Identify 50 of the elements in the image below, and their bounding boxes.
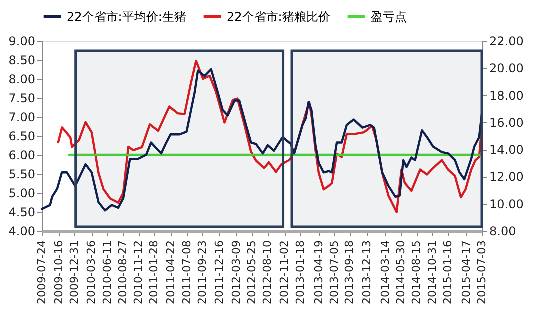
x-tick-label: 2012-11-02 xyxy=(278,240,292,304)
y-tick-label: 9.00 xyxy=(8,34,36,48)
x-tick-label: 2013-09-18 xyxy=(343,240,356,304)
y-tick-label: 4.00 xyxy=(8,224,36,238)
y2-tick-label: 14.00 xyxy=(490,143,524,158)
x-tick-label: 2015-01-16 xyxy=(441,240,454,304)
x-tick-label: 2012-05-25 xyxy=(246,240,259,304)
y-tick-label: 8.00 xyxy=(8,72,36,86)
y2-tick-label: 8.00 xyxy=(490,224,516,238)
x-tick-label: 2009-10-16 xyxy=(52,240,66,304)
x-tick-label: 2012-08-10 xyxy=(261,240,274,304)
legend-label: 盈亏点 xyxy=(371,10,407,24)
legend-label: 22个省市:平均价:生猪 xyxy=(67,10,186,24)
x-tick-label: 2010-06-11 xyxy=(100,240,114,304)
x-tick-label: 2011-04-22 xyxy=(164,240,178,304)
y2-tick-label: 10.00 xyxy=(490,197,524,212)
y-tick-label: 7.50 xyxy=(8,92,36,106)
x-tick-label: 2015-04-17 xyxy=(460,240,473,304)
y-tick-label: 4.50 xyxy=(8,206,36,220)
y2-tick-label: 12.00 xyxy=(490,170,524,184)
x-tick-label: 2010-03-26 xyxy=(85,240,98,304)
x-tick-label: 2014-10-31 xyxy=(426,240,439,304)
y2-tick-label: 18.00 xyxy=(490,88,524,103)
y-tick-label: 6.00 xyxy=(8,148,36,162)
y-tick-label: 8.50 xyxy=(8,54,36,68)
y2-tick-label: 20.00 xyxy=(490,62,524,76)
x-tick-label: 2009-07-24 xyxy=(36,240,48,304)
x-tick-label: 2012-03-09 xyxy=(230,240,243,304)
y-tick-label: 6.50 xyxy=(8,130,36,144)
y-tick-label: 7.00 xyxy=(8,110,36,124)
x-tick-label: 2014-05-30 xyxy=(394,240,408,304)
legend-label: 22个省市:猪粮比价 xyxy=(227,10,330,24)
x-tick-label: 2014-03-14 xyxy=(378,240,392,304)
x-tick-label: 2014-08-15 xyxy=(410,240,424,304)
x-tick-label: 2013-12-13 xyxy=(360,240,374,304)
x-tick-label: 2011-07-08 xyxy=(180,240,194,304)
x-tick-label: 2013-01-18 xyxy=(294,240,307,304)
y-tick-label: 5.00 xyxy=(8,186,36,200)
y2-tick-label: 16.00 xyxy=(490,116,524,130)
x-tick-label: 2009-12-31 xyxy=(68,240,81,304)
y2-tick-label: 22.00 xyxy=(490,34,524,48)
y-tick-label: 5.50 xyxy=(8,168,36,182)
x-tick-label: 2011-12-16 xyxy=(212,240,226,304)
x-tick-label: 2013-04-19 xyxy=(312,240,326,304)
x-tick-label: 2015-07-03 xyxy=(476,240,488,304)
x-tick-label: 2010-08-27 xyxy=(116,240,130,304)
x-tick-label: 2013-07-05 xyxy=(328,240,341,304)
x-tick-label: 2010-11-12 xyxy=(132,240,146,304)
x-tick-label: 2011-09-23 xyxy=(196,240,209,304)
x-tick-label: 2011-01-28 xyxy=(148,240,161,304)
